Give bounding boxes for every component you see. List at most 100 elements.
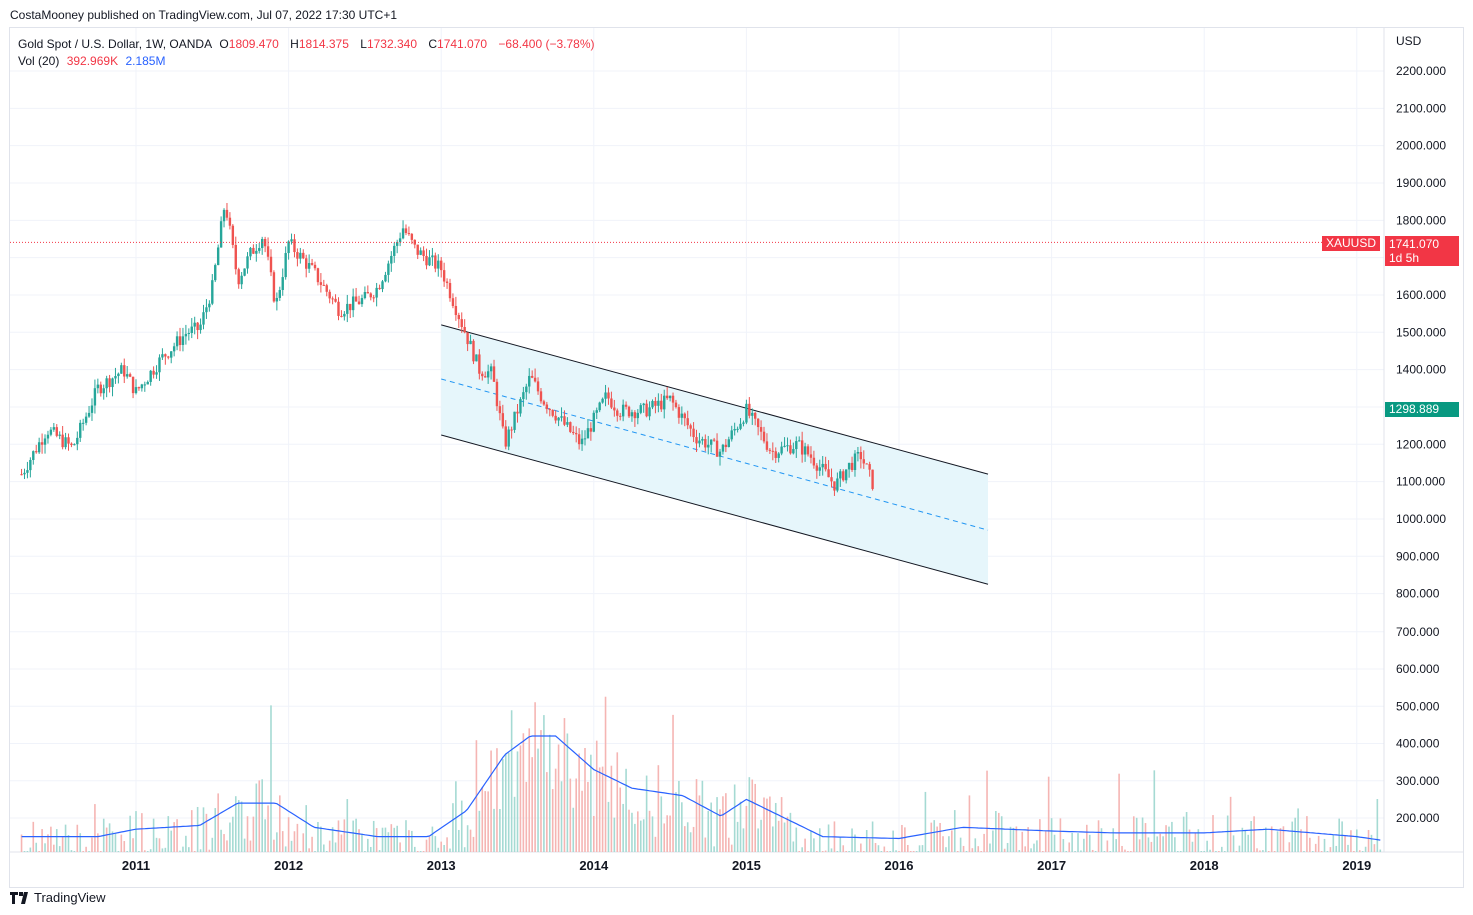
volume-bar (945, 847, 947, 852)
candle-body (346, 303, 349, 314)
volume-bar (895, 850, 897, 852)
volume-bar (431, 826, 434, 852)
candle-body (108, 378, 111, 388)
legend-volume-row: Vol (20) 392.969K 2.185M (18, 53, 599, 70)
volume-bar (924, 791, 927, 852)
candle-body (378, 287, 381, 290)
volume-bar (53, 844, 55, 852)
candle-body (208, 303, 211, 308)
time-tick-label: 2014 (579, 858, 609, 873)
volume-bar (1056, 851, 1059, 852)
volume-bar (1050, 818, 1053, 852)
volume-bar (1171, 821, 1173, 852)
candle-body (228, 217, 232, 226)
volume-bar (651, 816, 654, 852)
volume-bar (132, 838, 134, 852)
candle-body (847, 462, 851, 470)
volume-bar (328, 840, 331, 852)
candle-body (307, 263, 311, 269)
candle-body (759, 427, 763, 432)
candle-body (809, 454, 813, 458)
volume-bar (772, 826, 774, 852)
volume-bar (519, 745, 522, 852)
candle-body (205, 307, 208, 313)
legend-vol-label[interactable]: Vol (20) (18, 54, 60, 68)
candle-body (278, 289, 281, 298)
volume-bar (229, 822, 231, 852)
candle-body (302, 252, 305, 259)
price-tick-label: 700.000 (1396, 625, 1440, 639)
candle-body (736, 428, 739, 430)
candle-body (548, 409, 551, 411)
volume-bars (20, 696, 1382, 852)
candle-body (322, 284, 326, 286)
time-tick-label: 2016 (885, 858, 914, 873)
volume-bar (1077, 833, 1079, 852)
volume-bar (249, 840, 252, 852)
volume-bar (1121, 845, 1123, 852)
candle-body (683, 413, 686, 419)
candle-body (859, 451, 863, 460)
volume-bar (1206, 840, 1208, 852)
volume-bar (1097, 820, 1100, 852)
volume-bar (205, 813, 208, 852)
volume-bar (73, 851, 76, 852)
candle-body (26, 470, 29, 473)
volume-bar (616, 752, 619, 852)
volume-bar (898, 851, 900, 852)
candle-body (252, 247, 255, 254)
volume-bar (842, 845, 845, 852)
legend-low: 1732.340 (366, 37, 417, 51)
candle-body (513, 411, 516, 430)
volume-bar (751, 779, 754, 852)
symbol-tag: XAUUSD (1322, 236, 1381, 251)
volume-bar (986, 770, 988, 852)
volume-bar (1361, 851, 1364, 852)
candle-body (260, 239, 264, 249)
candle-body (422, 250, 425, 256)
volume-bar (631, 812, 633, 852)
volume-bar (851, 828, 853, 852)
volume-bar (880, 851, 883, 852)
volume-bar (1244, 830, 1247, 852)
volume-bar (67, 834, 70, 852)
volume-bar (801, 847, 803, 852)
candle-body (492, 366, 496, 382)
candle-body (175, 336, 179, 347)
candle-body (49, 429, 53, 435)
candle-body (624, 404, 628, 407)
candle-body (663, 395, 666, 410)
volume-bar (261, 779, 263, 852)
candle-body (780, 446, 783, 454)
volume-bar (469, 829, 472, 852)
candle-body (871, 469, 874, 489)
volume-bar (255, 783, 258, 852)
volume-bar (534, 702, 536, 852)
footer-brand[interactable]: TradingView (10, 890, 106, 905)
candle-body (410, 233, 414, 240)
volume-bar (276, 832, 278, 852)
candle-body (554, 415, 557, 421)
volume-bar (625, 768, 627, 852)
volume-bar (854, 834, 856, 852)
candle-body (733, 429, 736, 431)
volume-bar (927, 851, 930, 852)
volume-bar (974, 838, 977, 852)
legend-vol-ma: 2.185M (125, 54, 166, 68)
volume-bar (883, 846, 886, 852)
legend-symbol[interactable]: Gold Spot / U.S. Dollar, 1W, OANDA (18, 37, 213, 51)
candle-body (783, 445, 786, 447)
volume-bar (278, 795, 281, 852)
volume-bar (1174, 837, 1176, 852)
volume-bar (598, 767, 601, 852)
channel-upper (441, 324, 989, 475)
candle-body (457, 315, 461, 320)
candle-body (589, 428, 593, 432)
volume-bar (1059, 818, 1062, 852)
candle-body (803, 446, 807, 455)
volume-bar (375, 828, 378, 852)
legend-high: 1814.375 (298, 37, 349, 51)
volume-bar (499, 809, 501, 852)
volume-bar (1047, 776, 1050, 852)
